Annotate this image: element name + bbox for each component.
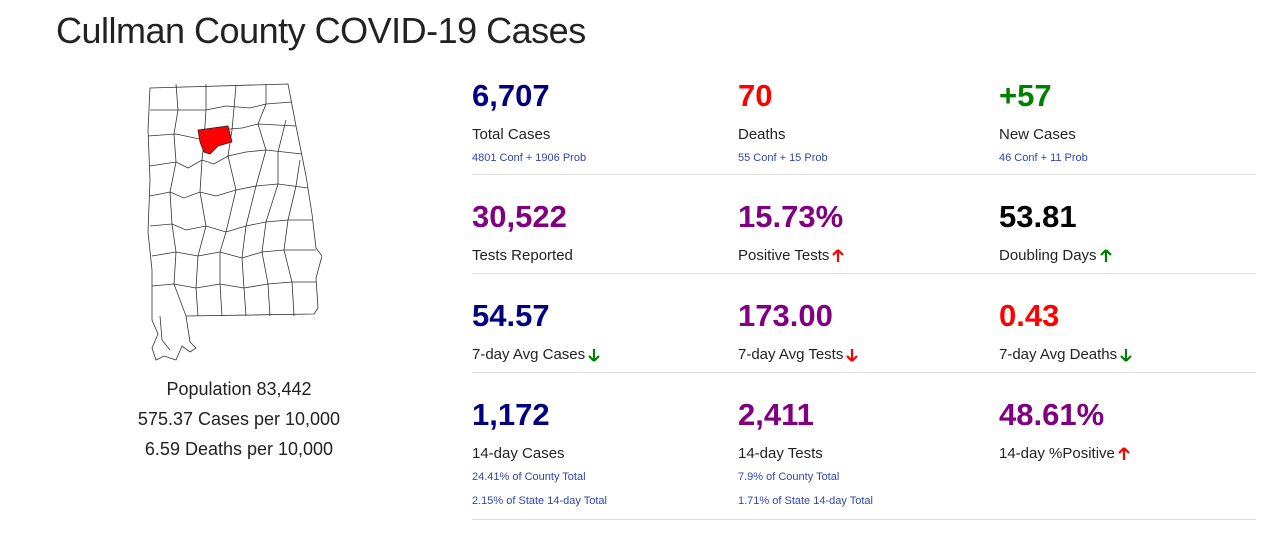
stat-label: 14-day %Positive (999, 445, 1130, 462)
stat-deaths: 70 Deaths 55 Conf + 15 Prob (738, 70, 828, 164)
stat-avg7-deaths: 0.43 7-day Avg Deaths (999, 274, 1132, 363)
stat-value: 0.43 (999, 298, 1060, 333)
stat-label: New Cases (999, 126, 1076, 143)
stat-label: Total Cases (472, 126, 551, 143)
population-text: Population 83,442 (166, 379, 312, 399)
stat-new-cases: +57 New Cases 46 Conf + 11 Prob (999, 70, 1088, 164)
stat-sub: 46 Conf + 11 Prob (999, 152, 1088, 164)
stat-value: 48.61% (999, 397, 1105, 432)
stat-value: 6,707 (472, 78, 550, 113)
stat-label: 14-day Tests (738, 445, 823, 462)
arrow-up-icon (1099, 248, 1112, 262)
stat-sub: 7.9% of County Total (738, 471, 840, 483)
cases-per-10k: 575.37 Cases per 10,000 (137, 409, 341, 429)
stat-value: 173.00 (738, 298, 833, 333)
stat-positive-14day: 48.61% 14-day %Positive (999, 373, 1130, 462)
alabama-county-map (147, 83, 322, 361)
arrow-down-icon (588, 348, 600, 362)
stat-label: Doubling Days (999, 247, 1112, 264)
stats-row: 54.57 7-day Avg Cases 173.00 7-day Avg T… (472, 274, 1256, 373)
stat-total-cases: 6,707 Total Cases 4801 Conf + 1906 Prob (472, 70, 586, 164)
stat-avg7-cases: 54.57 7-day Avg Cases (472, 274, 600, 363)
stat-sub: 4801 Conf + 1906 Prob (472, 152, 587, 164)
stat-doubling-days: 53.81 Doubling Days (999, 175, 1112, 264)
stats-row: 1,172 14-day Cases 24.41% of County Tota… (472, 373, 1256, 520)
stat-value: 2,411 (738, 397, 814, 432)
stat-label: Tests Reported (472, 247, 573, 264)
arrow-up-icon (832, 248, 845, 262)
stat-sub: 55 Conf + 15 Prob (738, 152, 828, 164)
arrow-down-icon (846, 348, 859, 362)
page-title: Cullman County COVID-19 Cases (56, 10, 586, 51)
stat-tests-14day: 2,411 14-day Tests 7.9% of County Total … (738, 373, 873, 507)
stat-avg7-tests: 173.00 7-day Avg Tests (738, 274, 859, 363)
cullman-county-highlight (197, 125, 233, 155)
stat-value: 53.81 (999, 199, 1077, 234)
stats-grid: 6,707 Total Cases 4801 Conf + 1906 Prob … (472, 70, 1256, 520)
stat-sub-state: 2.15% of State 14-day Total (472, 495, 607, 507)
stat-value: 15.73% (738, 199, 844, 234)
stat-positive-tests: 15.73% Positive Tests (738, 175, 845, 264)
stat-label: 14-day Cases (472, 445, 565, 462)
stat-value: 54.57 (472, 298, 550, 333)
arrow-up-icon (1118, 446, 1130, 460)
stat-cases-14day: 1,172 14-day Cases 24.41% of County Tota… (472, 373, 607, 507)
stats-row: 6,707 Total Cases 4801 Conf + 1906 Prob … (472, 70, 1256, 175)
stat-label: 7-day Avg Cases (472, 346, 600, 363)
population-summary: Population 83,442 575.37 Cases per 10,00… (98, 374, 380, 464)
stat-label: Positive Tests (738, 247, 845, 264)
stats-row: 30,522 Tests Reported 15.73% Positive Te… (472, 175, 1256, 274)
stat-value: 30,522 (472, 199, 567, 234)
stat-sub-state: 1.71% of State 14-day Total (738, 495, 873, 507)
stat-value: 1,172 (472, 397, 550, 432)
deaths-per-10k: 6.59 Deaths per 10,000 (144, 439, 334, 459)
stat-value: +57 (999, 78, 1052, 113)
stat-label: Deaths (738, 126, 786, 143)
stat-tests-reported: 30,522 Tests Reported (472, 175, 573, 264)
stat-value: 70 (738, 78, 773, 113)
stat-label: 7-day Avg Deaths (999, 346, 1132, 363)
stat-label: 7-day Avg Tests (738, 346, 859, 363)
stat-sub: 24.41% of County Total (472, 471, 586, 483)
county-panel (118, 80, 358, 364)
arrow-down-icon (1120, 348, 1132, 362)
